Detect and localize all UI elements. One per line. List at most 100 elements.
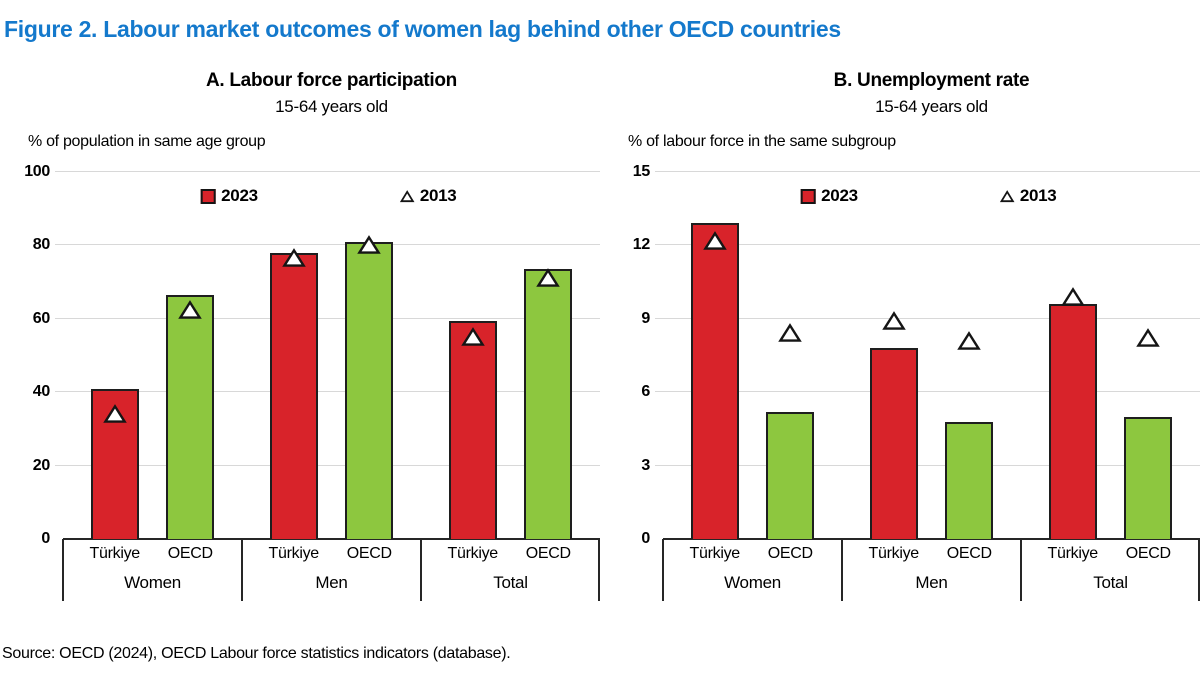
marker-2013-men-türkiye [281, 248, 306, 268]
marker-2013-men-oecd [357, 235, 382, 255]
y-tick-label-100: 100 [24, 163, 50, 180]
group-separator [841, 539, 843, 601]
bar-2023-women-türkiye [690, 223, 739, 539]
y-tick-label-6: 6 [641, 383, 650, 401]
category-label: Türkiye [1047, 545, 1099, 562]
group-label: Women [124, 573, 181, 592]
group-separator [662, 539, 664, 601]
gridline-60 [55, 317, 600, 319]
gridline-100 [55, 171, 600, 172]
gridline-12 [655, 244, 1200, 246]
triangle-2013-icon [400, 189, 415, 202]
y-tick-label-60: 60 [32, 309, 51, 327]
panel-b-subtitle: 15-64 years old [875, 97, 988, 116]
marker-2013-men-oecd [957, 330, 982, 351]
bar-group-men [842, 172, 1021, 539]
x-group-total: Türkiye OECD Total [420, 539, 600, 601]
group-label: Men [915, 573, 948, 592]
marker-2013-women-türkiye [702, 230, 727, 251]
legend-item-2023: 2023 [201, 186, 258, 206]
x-axis-labels: Türkiye OECD Women Türkiye OECD Men Türkiye OEC… [62, 539, 600, 601]
legend-label: 2013 [1019, 186, 1057, 205]
marker-2013-total-oecd [536, 268, 561, 288]
marker-2013-women-oecd [778, 323, 803, 343]
bar-2023-men-türkiye [869, 348, 918, 539]
figure-title: Figure 2. Labour market outcomes of wome… [4, 16, 841, 42]
triangle-2013-icon [957, 330, 982, 350]
triangle-2013-icon [102, 404, 127, 424]
panel-a-chart: 0 20 40 60 80 100 2023 2013 Türkiye OECD Women Türk… [24, 163, 600, 601]
chart-legend: 2023 2013 [63, 186, 600, 208]
panel-a-y-axis-label: % of population in same age group [28, 133, 266, 150]
y-tick-label-20: 20 [32, 456, 51, 474]
group-separator [1020, 539, 1022, 601]
triangle-2013-icon [357, 235, 382, 255]
triangle-2013-icon [536, 268, 561, 288]
x-group-men: Türkiye OECD Men [841, 539, 1021, 601]
marker-2013-total-türkiye [460, 327, 485, 347]
y-tick-label-40: 40 [32, 383, 51, 401]
group-label: Men [315, 573, 348, 592]
category-label: OECD [525, 545, 571, 562]
x-group-women: Türkiye OECD Women [662, 539, 842, 601]
gridline-9 [655, 317, 1200, 319]
marker-2013-women-türkiye [102, 404, 127, 424]
bar-group-total [1021, 172, 1200, 539]
bar-2023-total-türkiye [448, 320, 497, 539]
y-tick-label-0: 0 [41, 530, 50, 547]
bar-2023-women-oecd [166, 294, 215, 539]
bar-group-men [242, 172, 421, 539]
category-label: OECD [767, 545, 813, 562]
triangle-2013-icon [702, 230, 727, 250]
panel-b: B. Unemployment rate 15-64 years old % o… [600, 0, 1200, 640]
triangle-2013-icon [881, 311, 906, 331]
x-axis-line [663, 538, 1200, 540]
marker-2013-total-türkiye [1060, 286, 1085, 307]
category-label: Türkiye [447, 545, 499, 562]
bar-2023-men-oecd [945, 421, 994, 539]
gridline-6 [655, 391, 1200, 393]
triangle-2013-icon [281, 248, 306, 268]
category-label: Türkiye [89, 545, 141, 562]
bar-2023-total-oecd [1124, 416, 1173, 539]
plot-area-B: 0 3 6 9 12 15 2023 2013 [633, 163, 1200, 547]
group-label: Total [1093, 573, 1128, 592]
category-label: OECD [167, 545, 213, 562]
bar-group-women [63, 172, 242, 539]
bar-group-women [663, 172, 842, 539]
category-label: OECD [346, 545, 392, 562]
chart-legend: 2023 2013 [663, 186, 1200, 208]
gridline-3 [655, 464, 1200, 466]
category-label: OECD [1125, 545, 1171, 562]
x-axis-line [63, 538, 600, 540]
triangle-2013-icon [1000, 189, 1015, 202]
group-separator [62, 539, 64, 601]
legend-item-2013: 2013 [400, 186, 457, 206]
triangle-2013-icon [1060, 286, 1085, 306]
group-separator [420, 539, 422, 601]
y-tick-label-3: 3 [641, 456, 650, 474]
category-label: Türkiye [868, 545, 920, 562]
y-tick-label-15: 15 [632, 163, 651, 180]
plot-area-A: 0 20 40 60 80 100 2023 2013 [24, 163, 600, 547]
panel-a-title: A. Labour force participation [206, 70, 457, 91]
legend-item-2023: 2023 [801, 186, 858, 206]
category-label: Türkiye [268, 545, 320, 562]
legend-square-icon [201, 188, 217, 204]
group-separator [241, 539, 243, 601]
gridline-80 [55, 244, 600, 246]
panel-a: A. Labour force participation 15-64 year… [0, 0, 600, 640]
legend-square-icon [801, 188, 817, 204]
gridline-20 [55, 464, 600, 466]
marker-2013-total-oecd [1136, 328, 1161, 348]
group-label: Total [493, 573, 528, 592]
panel-b-title: B. Unemployment rate [833, 70, 1030, 91]
panel-a-subtitle: 15-64 years old [275, 97, 388, 116]
gridline-15 [655, 171, 1200, 172]
panel-b-y-axis-label: % of labour force in the same subgroup [628, 133, 896, 150]
y-tick-label-80: 80 [32, 236, 51, 254]
gridline-40 [55, 391, 600, 393]
legend-label: 2023 [821, 186, 858, 205]
group-separator [1198, 539, 1200, 601]
